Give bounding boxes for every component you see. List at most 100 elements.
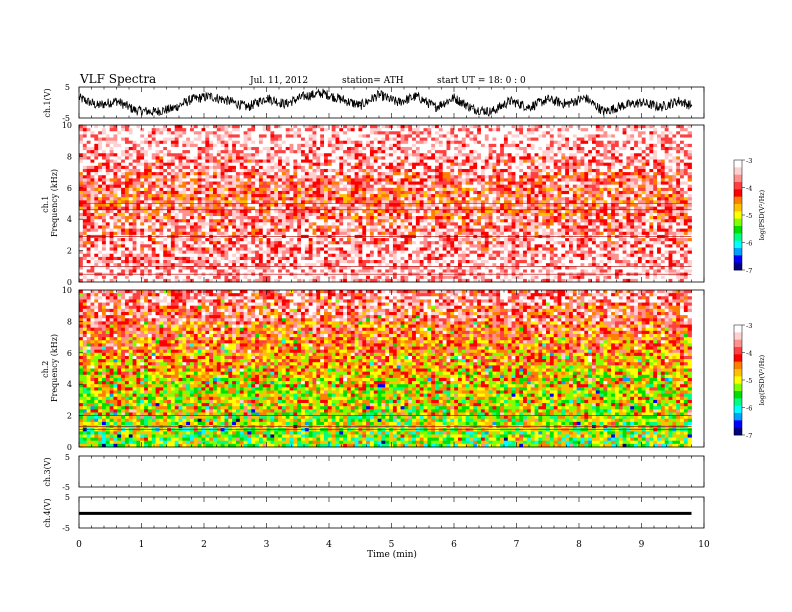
ch1-spectrogram-cell (549, 209, 555, 214)
ch1-spectrogram-cell (251, 159, 256, 164)
ch1-spectrogram-cell (224, 203, 229, 208)
ch1-spectrogram-cell (500, 153, 505, 157)
ch1-spectrogram-cell (461, 137, 467, 142)
ch1-spectrogram-cell (400, 146, 405, 151)
ch1-spectrogram-cell (186, 168, 191, 173)
ch1-spectrogram-cell (664, 190, 669, 195)
ch1-spectrogram-cell (534, 172, 539, 176)
ch1-spectrogram-cell (121, 216, 126, 220)
ch1-spectrogram-cell (86, 209, 91, 214)
ch1-spectrogram-cell (523, 153, 528, 157)
ch1-spectrogram-cell (549, 203, 555, 208)
ch1-spectrogram-cell (576, 162, 581, 167)
ch1-spectrogram-cell (358, 181, 363, 186)
ch1-spectrogram-cell (316, 219, 321, 223)
ch1-spectrogram-cell (255, 219, 260, 223)
ch1-spectrogram-cell (626, 168, 631, 173)
ch1-spectrogram-cell (82, 184, 88, 189)
ch1-spectrogram-cell (220, 134, 225, 138)
ch1-spectrogram-cell (320, 194, 325, 198)
ch1-spectrogram-cell (511, 128, 516, 132)
ch1-spectrogram-cell (117, 172, 122, 176)
ch1-spectrogram-cell (366, 178, 371, 182)
ch1-spectrogram-cell (538, 125, 543, 129)
ch1-spectrogram-cell (216, 153, 222, 157)
ch1-spectrogram-cell (618, 146, 623, 151)
ch1-spectrogram-cell (519, 165, 524, 170)
ch1-spectrogram-cell (205, 150, 210, 154)
ch1-spectrogram-cell (549, 194, 555, 198)
ch1-spectrogram-cell (285, 197, 290, 201)
ch1-spectrogram-cell (297, 128, 302, 132)
ch1-spectrogram-cell (396, 212, 401, 217)
ch1-spectrogram-cell (212, 131, 218, 135)
ch1-spectrogram-cell (258, 181, 264, 186)
ch1-spectrogram-cell (657, 200, 662, 204)
ch1-spectrogram-cell (488, 209, 493, 214)
ch1-spectrogram-cell (339, 181, 344, 186)
ch1-spectrogram-cell (343, 134, 348, 138)
ch1-spectrogram-cell (101, 172, 107, 176)
ch1-spectrogram-cell (634, 150, 639, 154)
ch1-spectrogram-cell (94, 190, 99, 195)
ch1-spectrogram-cell (500, 146, 505, 151)
ch1-spectrogram-cell (308, 190, 313, 195)
ch1-spectrogram-cell (79, 209, 84, 214)
ch1-spectrogram-cell (634, 175, 639, 179)
ch1-spectrogram-cell (331, 194, 336, 198)
ch1-spectrogram-cell (469, 168, 474, 173)
ch1-spectrogram-cell (82, 137, 88, 142)
ch1-spectrogram-cell (190, 206, 195, 211)
ch1-spectrogram-cell (676, 197, 681, 201)
ch1-spectrogram-cell (331, 162, 336, 167)
ch1-spectrogram-cell (457, 212, 463, 217)
ch1-spectrogram-cell (381, 153, 386, 157)
ch1-spectrogram-cell (251, 219, 256, 223)
ch1-spectrogram-cell (216, 156, 222, 160)
ch1-spectrogram-cell (167, 140, 172, 145)
ch1-spectrogram-cell (480, 184, 486, 189)
ch1-spectrogram-cell (672, 190, 677, 195)
ch1-spectrogram-cell (243, 140, 248, 145)
ch1-spectrogram-cell (274, 131, 279, 135)
ch1-spectrogram-cell (511, 178, 516, 182)
ch1-spectrogram-cell (488, 159, 493, 164)
ch1-spectrogram-cell (90, 125, 95, 129)
ch1-spectrogram-cell (155, 156, 160, 160)
ch1-waveform-point (434, 106, 436, 108)
ch1-spectrogram-cell (392, 146, 398, 151)
ch1-spectrogram-cell (301, 187, 306, 192)
ch1-spectrogram-cell (354, 156, 359, 160)
ch1-spectrogram-cell (159, 172, 164, 176)
ch1-spectrogram-cell (419, 150, 424, 154)
ch1-spectrogram-cell (484, 146, 490, 151)
ch1-spectrogram-cell (377, 203, 382, 208)
ch1-spectrogram-cell (446, 159, 451, 164)
ch1-spectrogram-cell (113, 162, 118, 167)
ch1-spectrogram-cell (450, 194, 455, 198)
ch1-spectrogram-cell (201, 209, 206, 214)
ch1-spectrogram-cell (105, 184, 111, 189)
ch1-spectrogram-cell (101, 181, 107, 186)
ch1-spectrogram-cell (488, 143, 493, 148)
ch1-spectrogram-cell (324, 168, 329, 173)
ch1-spectrogram-cell (660, 134, 666, 138)
ch1-spectrogram-cell (614, 194, 620, 198)
ch1-spectrogram-cell (293, 168, 298, 173)
ch1-spectrogram-cell (251, 184, 256, 189)
ch1-spectrogram-cell (618, 168, 623, 173)
ch1-spectrogram-cell (147, 203, 153, 208)
ch1-spectrogram-cell (209, 219, 214, 223)
ch1-spectrogram-cell (461, 178, 467, 182)
ch1-spectrogram-cell (281, 190, 287, 195)
ch1-spectrogram-cell (201, 140, 206, 145)
ch1-spectrogram-cell (94, 216, 99, 220)
ch1-spectrogram-cell (258, 216, 264, 220)
ch1-spectrogram-cell (316, 203, 321, 208)
ch1-spectrogram-cell (389, 206, 394, 211)
ch1-spectrogram-cell (427, 200, 432, 204)
ch1-spectrogram-cell (427, 187, 432, 192)
ch1-spectrogram-cell (163, 128, 168, 132)
ch1-spectrogram-cell (308, 156, 313, 160)
ch1-spectrogram-cell (423, 140, 428, 145)
